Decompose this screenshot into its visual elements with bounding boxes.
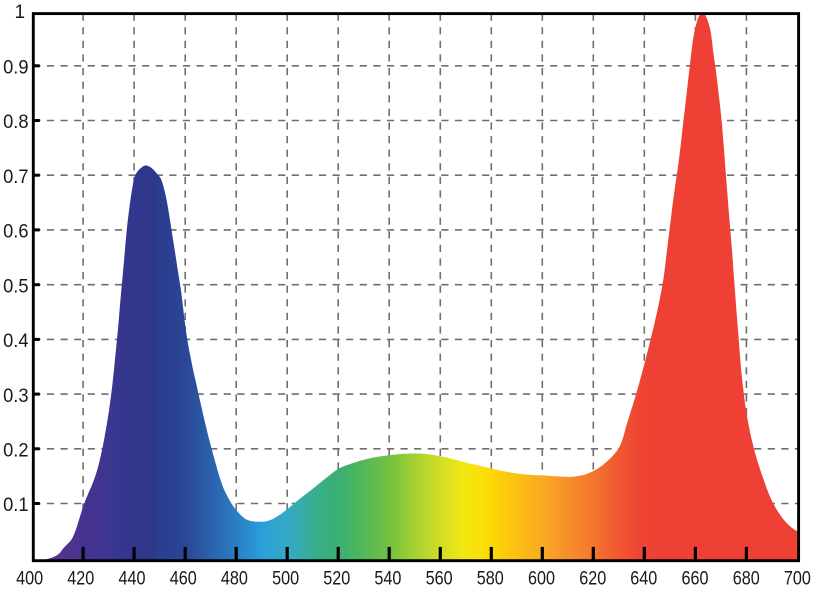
svg-text:480: 480 [221,569,248,589]
svg-text:540: 540 [374,569,401,589]
svg-text:0.5: 0.5 [3,276,28,297]
svg-text:440: 440 [119,569,146,589]
svg-text:0.7: 0.7 [3,167,28,188]
svg-text:680: 680 [733,569,760,589]
svg-text:660: 660 [682,569,709,589]
svg-text:0.8: 0.8 [3,112,28,133]
svg-text:500: 500 [272,569,299,589]
svg-text:0.6: 0.6 [3,222,28,243]
svg-text:640: 640 [630,569,657,589]
svg-text:460: 460 [170,569,197,589]
svg-text:620: 620 [579,569,606,589]
svg-text:560: 560 [426,569,453,589]
svg-text:0.2: 0.2 [3,441,28,462]
svg-text:700: 700 [784,569,811,589]
svg-text:1: 1 [15,2,26,23]
svg-text:600: 600 [528,569,555,589]
svg-text:0.4: 0.4 [3,331,29,352]
svg-text:580: 580 [477,569,504,589]
svg-text:520: 520 [323,569,350,589]
svg-text:0.1: 0.1 [3,495,28,516]
svg-text:0.3: 0.3 [3,386,28,407]
svg-text:400: 400 [16,569,43,589]
svg-text:420: 420 [67,569,94,589]
svg-text:0.9: 0.9 [3,58,28,79]
